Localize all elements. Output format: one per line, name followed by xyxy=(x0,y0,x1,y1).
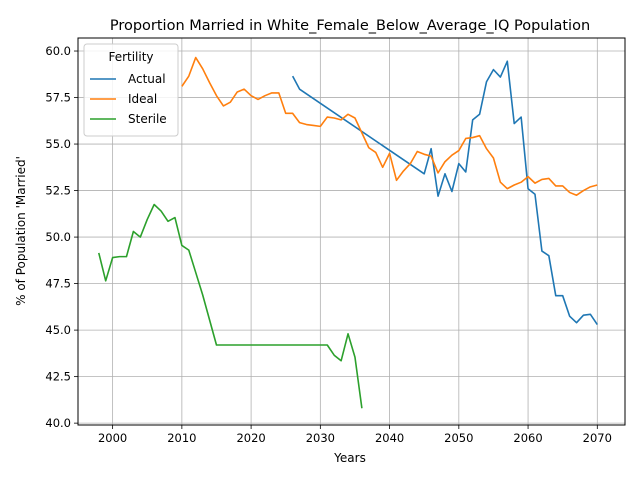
plot-area-frame xyxy=(77,37,626,426)
series-line-actual xyxy=(291,60,598,325)
y-tick-label: 42.5 xyxy=(45,370,71,384)
y-axis-label: % of Population 'Married' xyxy=(14,156,28,306)
y-axis: 40.0 42.5 45.0 47.5 50.0 52.5 55.0 57.5 60.0 xyxy=(45,44,78,430)
grid-lines xyxy=(78,38,625,425)
x-tick-label: 2070 xyxy=(583,431,612,445)
legend-label-sterile: Sterile xyxy=(128,112,167,126)
y-tick-label: 55.0 xyxy=(45,137,71,151)
x-tick-label: 2010 xyxy=(167,431,196,445)
y-tick-label: 60.0 xyxy=(45,44,71,58)
series-lines xyxy=(97,56,598,409)
x-axis: 2000 2010 2020 2030 2040 2050 2060 2070 xyxy=(98,425,612,445)
y-tick-label: 57.5 xyxy=(45,91,71,105)
series-line-ideal xyxy=(181,56,598,197)
y-tick-label: 45.0 xyxy=(45,323,71,337)
x-tick-label: 2060 xyxy=(513,431,542,445)
legend: Fertility Actual Ideal Sterile xyxy=(83,43,179,137)
legend-items: Actual Ideal Sterile xyxy=(90,72,167,126)
x-tick-label: 2050 xyxy=(444,431,473,445)
y-tick-label: 50.0 xyxy=(45,230,71,244)
series-line-sterile xyxy=(97,203,363,409)
legend-box xyxy=(83,43,179,137)
chart-title: Proportion Married in White_Female_Below… xyxy=(110,18,590,34)
x-tick-label: 2040 xyxy=(375,431,404,445)
y-tick-label: 47.5 xyxy=(45,277,71,291)
x-tick-label: 2030 xyxy=(306,431,335,445)
y-tick-label: 40.0 xyxy=(45,416,71,430)
x-tick-label: 2000 xyxy=(98,431,127,445)
x-tick-label: 2020 xyxy=(236,431,265,445)
legend-label-ideal: Ideal xyxy=(128,92,157,106)
legend-title: Fertility xyxy=(108,50,153,64)
y-tick-label: 52.5 xyxy=(45,184,71,198)
x-axis-label: Years xyxy=(333,451,366,465)
legend-label-actual: Actual xyxy=(128,72,166,86)
